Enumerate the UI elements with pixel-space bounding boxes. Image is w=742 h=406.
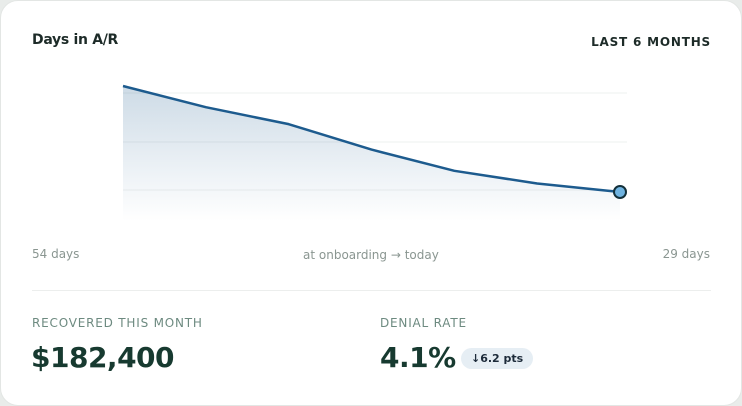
chart bbox=[122, 84, 627, 221]
delta-pill: ↓6.2 pts bbox=[461, 348, 534, 369]
line bbox=[122, 84, 621, 194]
end-label: 29 days bbox=[662, 247, 710, 261]
end-point bbox=[613, 185, 627, 199]
start-label: 54 days bbox=[32, 247, 80, 261]
divider bbox=[32, 290, 711, 291]
metric-value: $182,400 bbox=[31, 341, 175, 374]
metric-label: RECOVERED THIS MONTH bbox=[32, 316, 203, 330]
chart-subtitle: LAST 6 MONTHS bbox=[591, 35, 711, 49]
range-label: at onboarding → today bbox=[303, 248, 439, 262]
metric-label: DENIAL RATE bbox=[380, 316, 467, 330]
chart-title: Days in A/R bbox=[32, 32, 119, 48]
area bbox=[123, 86, 620, 221]
metric-value: 4.1% bbox=[380, 341, 456, 374]
